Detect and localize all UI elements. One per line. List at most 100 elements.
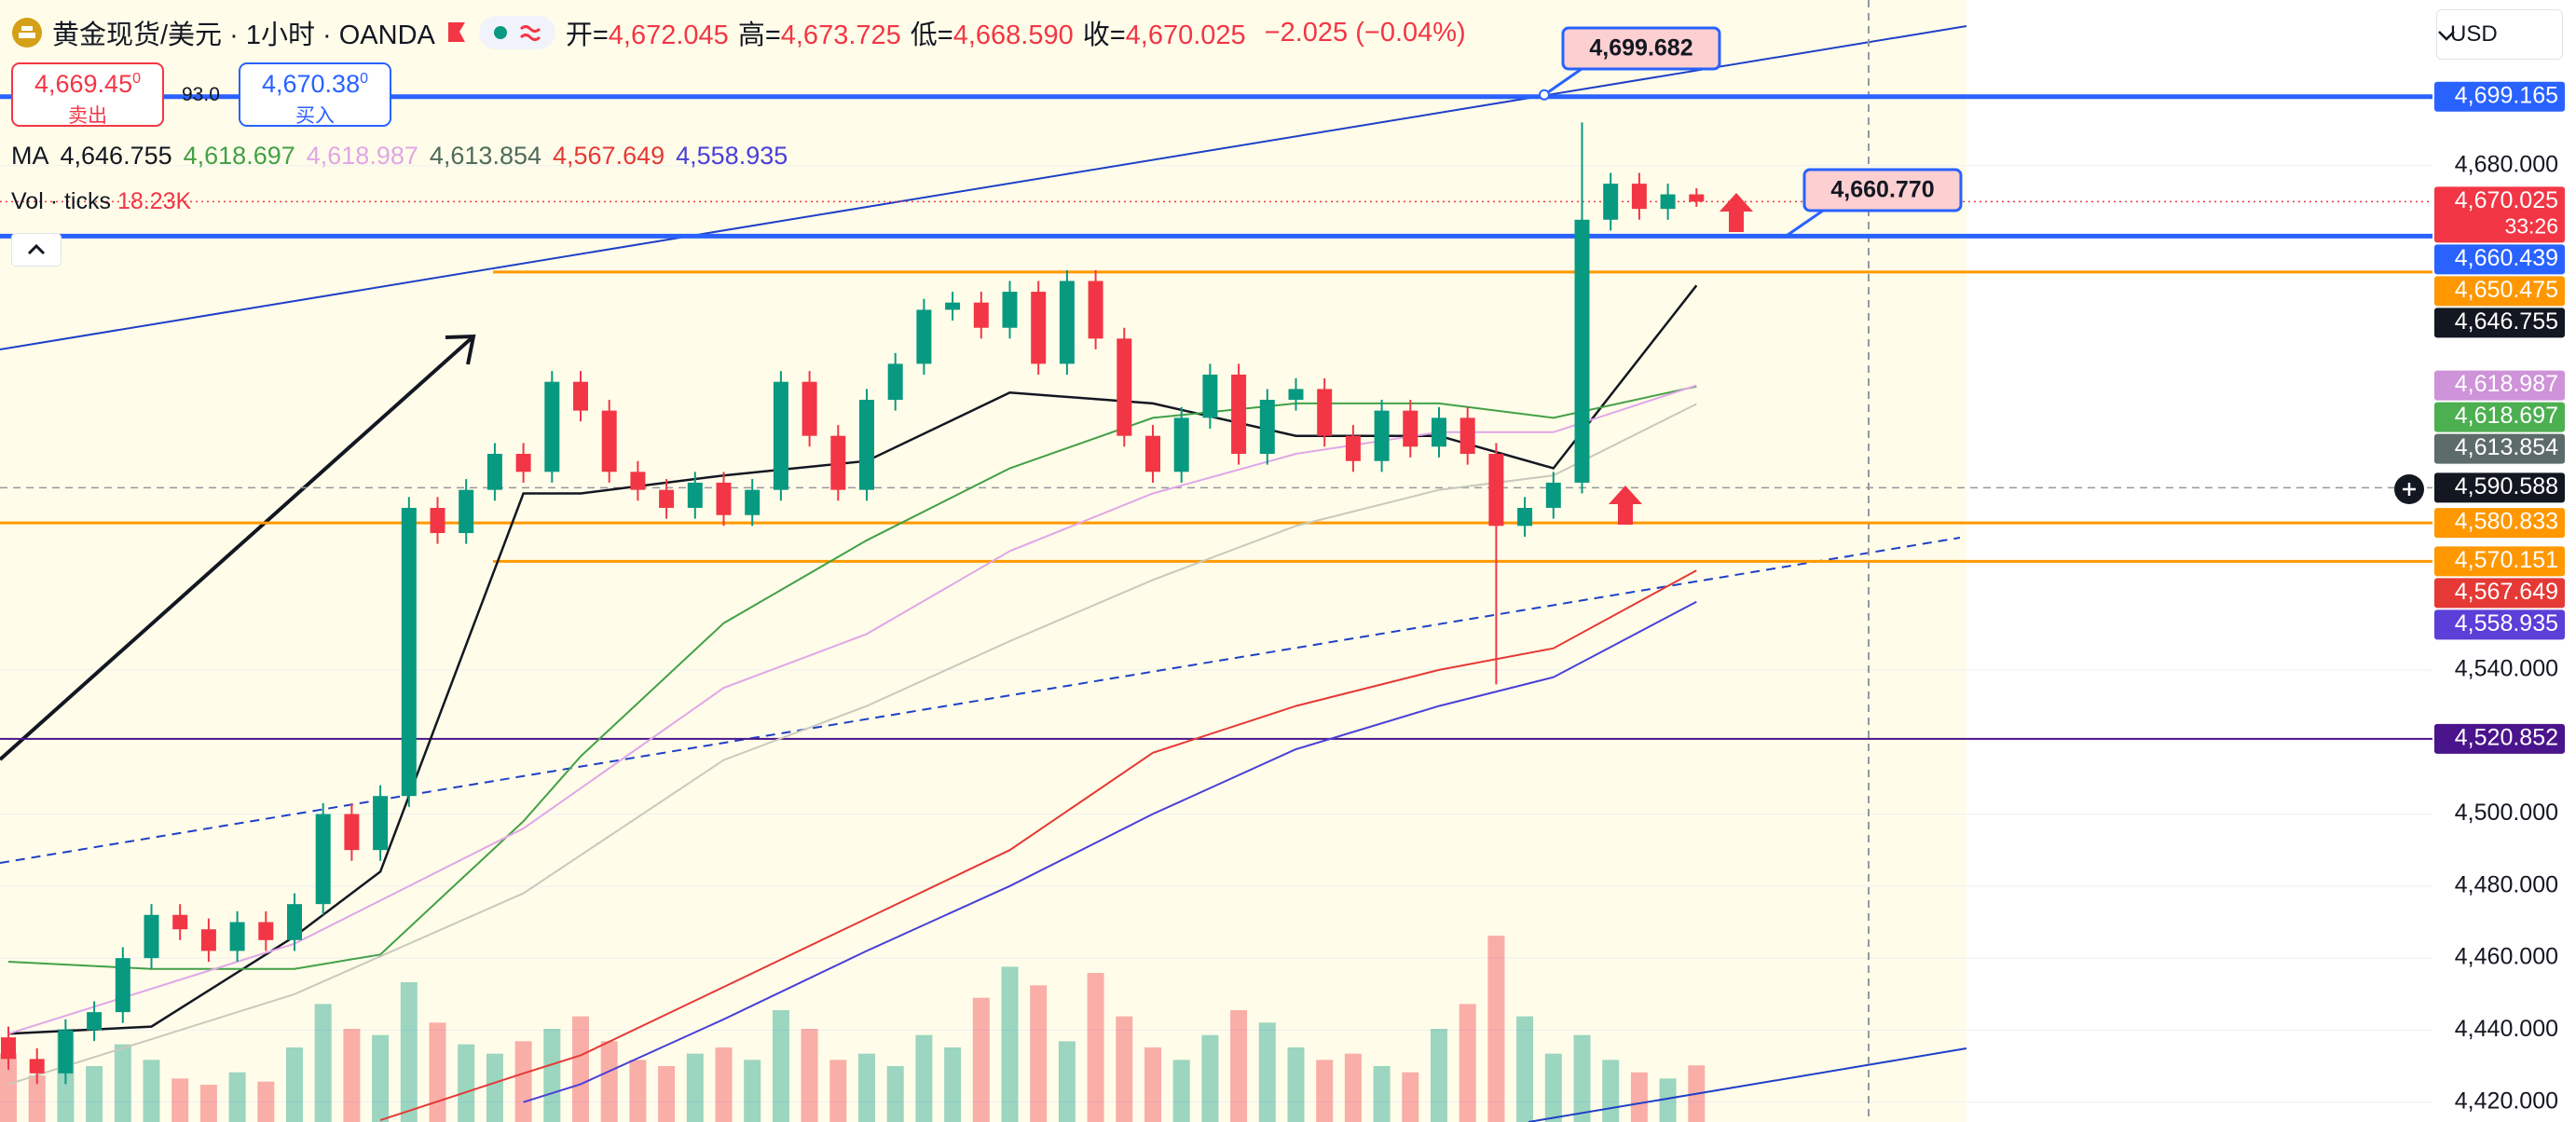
candle-body	[344, 814, 360, 851]
volume-bar	[1459, 1004, 1476, 1122]
volume-bar	[686, 1053, 704, 1122]
volume-bar	[343, 1029, 361, 1122]
volume-bar	[1001, 966, 1019, 1122]
candle-body	[659, 489, 675, 508]
candle-body	[945, 302, 961, 310]
buy-button[interactable]: 4,670.380 买入	[239, 62, 391, 127]
volume-bar	[658, 1066, 676, 1122]
candle-body	[916, 309, 932, 364]
candle-body	[1345, 435, 1361, 461]
candle-body	[29, 1059, 45, 1074]
candle-body	[430, 507, 445, 534]
symbol-title[interactable]: 黄金现货/美元 · 1小时 · OANDA	[52, 21, 435, 50]
y-tick-label: 4,500.000	[2455, 800, 2558, 826]
price-badge	[2434, 609, 2565, 640]
candle-body	[1088, 280, 1103, 339]
volume-bar	[372, 1034, 390, 1122]
volume-bar	[429, 1022, 446, 1122]
volume-bar	[1287, 1047, 1305, 1122]
volume-bar	[1544, 1053, 1562, 1122]
status-pill[interactable]	[478, 15, 556, 50]
price-badge-label: 4,646.755	[2455, 308, 2558, 335]
volume-bar	[143, 1060, 160, 1122]
ohlc: 开=4,672.045 高=4,673.725 低=4,668.590 收=4,670…	[566, 13, 1255, 52]
volume-bar	[972, 997, 990, 1122]
ma-value: 4,646.755	[60, 142, 172, 170]
volume-bar	[629, 1060, 647, 1122]
price-badge-label: 4,520.852	[2455, 725, 2558, 751]
ohlc-key: 开=	[565, 21, 609, 50]
countdown: 33:26	[2504, 213, 2558, 238]
price-badge	[2434, 244, 2565, 275]
volume-label: Vol · ticks	[11, 188, 111, 214]
volume-bar	[1630, 1072, 1648, 1122]
price-badge-label: 4,699.165	[2455, 82, 2558, 108]
y-tick-label: 4,460.000	[2455, 944, 2558, 970]
volume-bar	[829, 1060, 847, 1122]
candle-body	[1603, 184, 1619, 220]
ma-label: MA	[11, 142, 49, 170]
volume-bar	[486, 1053, 503, 1122]
candle-body	[1631, 184, 1647, 210]
candle-body	[1288, 389, 1304, 401]
price-badge-label: 4,570.151	[2455, 547, 2558, 573]
ma-value: 4,558.935	[676, 142, 788, 170]
volume-legend: Vol · ticks 18.23K	[11, 188, 191, 215]
callout-pointer	[1543, 67, 1583, 96]
volume-bar	[543, 1029, 561, 1122]
candle-body	[1202, 374, 1218, 418]
volume-bar	[514, 1041, 532, 1122]
price-badge	[2434, 81, 2565, 112]
chevron	[2438, 31, 2455, 41]
candle-body	[973, 302, 989, 328]
volume-bar	[1431, 1029, 1447, 1122]
candle-body	[229, 922, 245, 951]
price-badge	[2434, 723, 2565, 754]
candle-body	[87, 1012, 103, 1031]
y-tick-label: 4,480.000	[2455, 871, 2558, 897]
volume-bar	[228, 1072, 246, 1122]
volume-bar	[1201, 1034, 1219, 1122]
price-badge-label: 4,650.475	[2455, 277, 2558, 303]
candle-body	[1145, 435, 1160, 472]
volume-bar	[0, 1053, 17, 1122]
price-badge	[2434, 472, 2565, 503]
volume-bar	[772, 1010, 789, 1122]
volume-bar	[1316, 1060, 1334, 1122]
candle-body	[1259, 400, 1275, 455]
volume-bar	[801, 1029, 818, 1122]
volume-bar	[114, 1044, 131, 1122]
candle-body	[1, 1037, 16, 1060]
candle-body	[401, 507, 417, 797]
ohlc-key: 低=	[910, 21, 953, 50]
callout-box	[1561, 26, 1721, 71]
candle-body	[1689, 194, 1705, 202]
candle-body	[1173, 417, 1189, 472]
price-badge	[2434, 508, 2565, 539]
candle-body	[1432, 417, 1446, 447]
candle-body	[1117, 338, 1132, 436]
candle-body	[773, 381, 788, 490]
ohlc-value: 4,670.025	[1125, 21, 1246, 50]
sell-label: 卖出	[68, 105, 107, 127]
candle-body	[1488, 454, 1504, 527]
collapse-button[interactable]	[11, 233, 62, 267]
volume-last: 18.23K	[116, 188, 192, 214]
sell-button[interactable]: 4,669.450 卖出	[11, 62, 164, 127]
candle-body	[544, 381, 560, 472]
volume-bar	[1373, 1066, 1391, 1122]
volume-bar	[715, 1047, 733, 1122]
symbol-icon	[12, 18, 42, 48]
candle-body	[1031, 292, 1047, 364]
price-badge	[2434, 186, 2565, 243]
price-badge-label: 4,660.439	[2455, 245, 2558, 271]
ma-value: 4,618.697	[183, 142, 295, 170]
flag-icon[interactable]	[445, 20, 469, 46]
volume-bar	[944, 1047, 962, 1122]
ohlc-value: 4,673.725	[780, 21, 901, 50]
volume-bar	[1087, 973, 1104, 1122]
candle-body	[373, 796, 389, 851]
currency-select[interactable]: USD	[2436, 9, 2563, 60]
